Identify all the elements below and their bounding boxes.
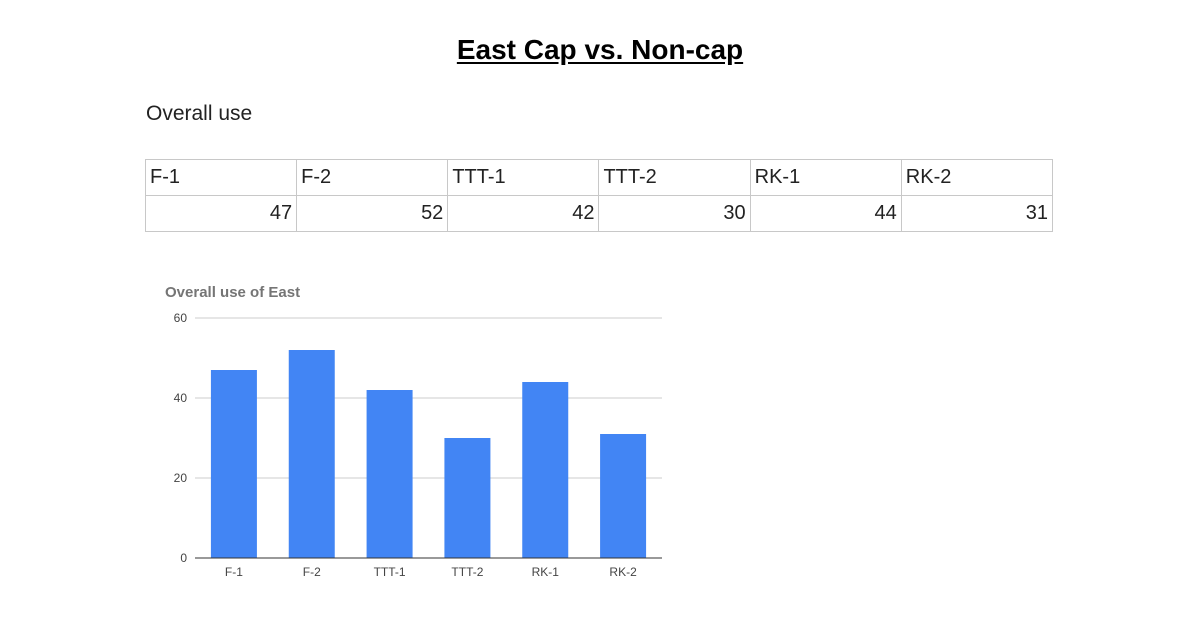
table-header-cell[interactable]: F-1 [144, 159, 298, 196]
x-tick-label: RK-2 [609, 565, 637, 579]
table-header-cell[interactable]: TTT-1 [447, 159, 600, 196]
table-cell[interactable]: 52 [296, 195, 449, 232]
y-tick-label: 20 [174, 471, 188, 485]
x-tick-label: F-2 [303, 565, 321, 579]
chart-title: Overall use of East [165, 284, 300, 301]
y-tick-label: 40 [174, 391, 188, 405]
document-title: East Cap vs. Non-cap [456, 34, 744, 65]
bar [444, 438, 491, 558]
section-heading: Overall use [146, 102, 253, 125]
bar [366, 390, 413, 558]
axes: 0 20 40 60 F-1 F-2 TTT-1 TTT-2 RK-1 RK-2 [174, 311, 662, 579]
data-table: F-1 F-2 TTT-1 TTT-2 RK-1 RK-2 47 52 42 3… [144, 159, 1054, 232]
bar [288, 350, 335, 558]
bar-chart-svg: Overall use of East 0 20 40 60 F-1 F-2 TTT-1 TT… [165, 284, 662, 579]
gridlines [195, 317, 662, 479]
bar [522, 382, 569, 558]
table-header-row: F-1 F-2 TTT-1 TTT-2 RK-1 RK-2 [144, 159, 1054, 196]
table-header-cell[interactable]: RK-1 [749, 159, 902, 196]
bar [210, 370, 257, 558]
bars [210, 350, 647, 558]
table-header-cell[interactable]: F-2 [296, 159, 449, 196]
y-tick-label: 0 [180, 551, 187, 565]
table-cell[interactable]: 31 [900, 195, 1054, 232]
x-tick-label: RK-1 [532, 565, 560, 579]
table-header-cell[interactable]: TTT-2 [598, 159, 751, 196]
table-cell[interactable]: 42 [447, 195, 600, 232]
table-cell[interactable]: 30 [598, 195, 751, 232]
bar-chart[interactable]: Overall use of East 0 20 40 60 F-1 F-2 TTT-1 TT… [150, 275, 680, 595]
x-tick-label: TTT-2 [451, 565, 483, 579]
x-tick-label: TTT-1 [374, 565, 406, 579]
table-row: 47 52 42 30 44 31 [144, 195, 1054, 232]
y-tick-label: 60 [174, 311, 188, 325]
x-tick-label: F-1 [225, 565, 243, 579]
table-cell[interactable]: 47 [144, 195, 298, 232]
bar [600, 434, 647, 558]
table-cell[interactable]: 44 [749, 195, 902, 232]
table-header-cell[interactable]: RK-2 [900, 159, 1054, 196]
